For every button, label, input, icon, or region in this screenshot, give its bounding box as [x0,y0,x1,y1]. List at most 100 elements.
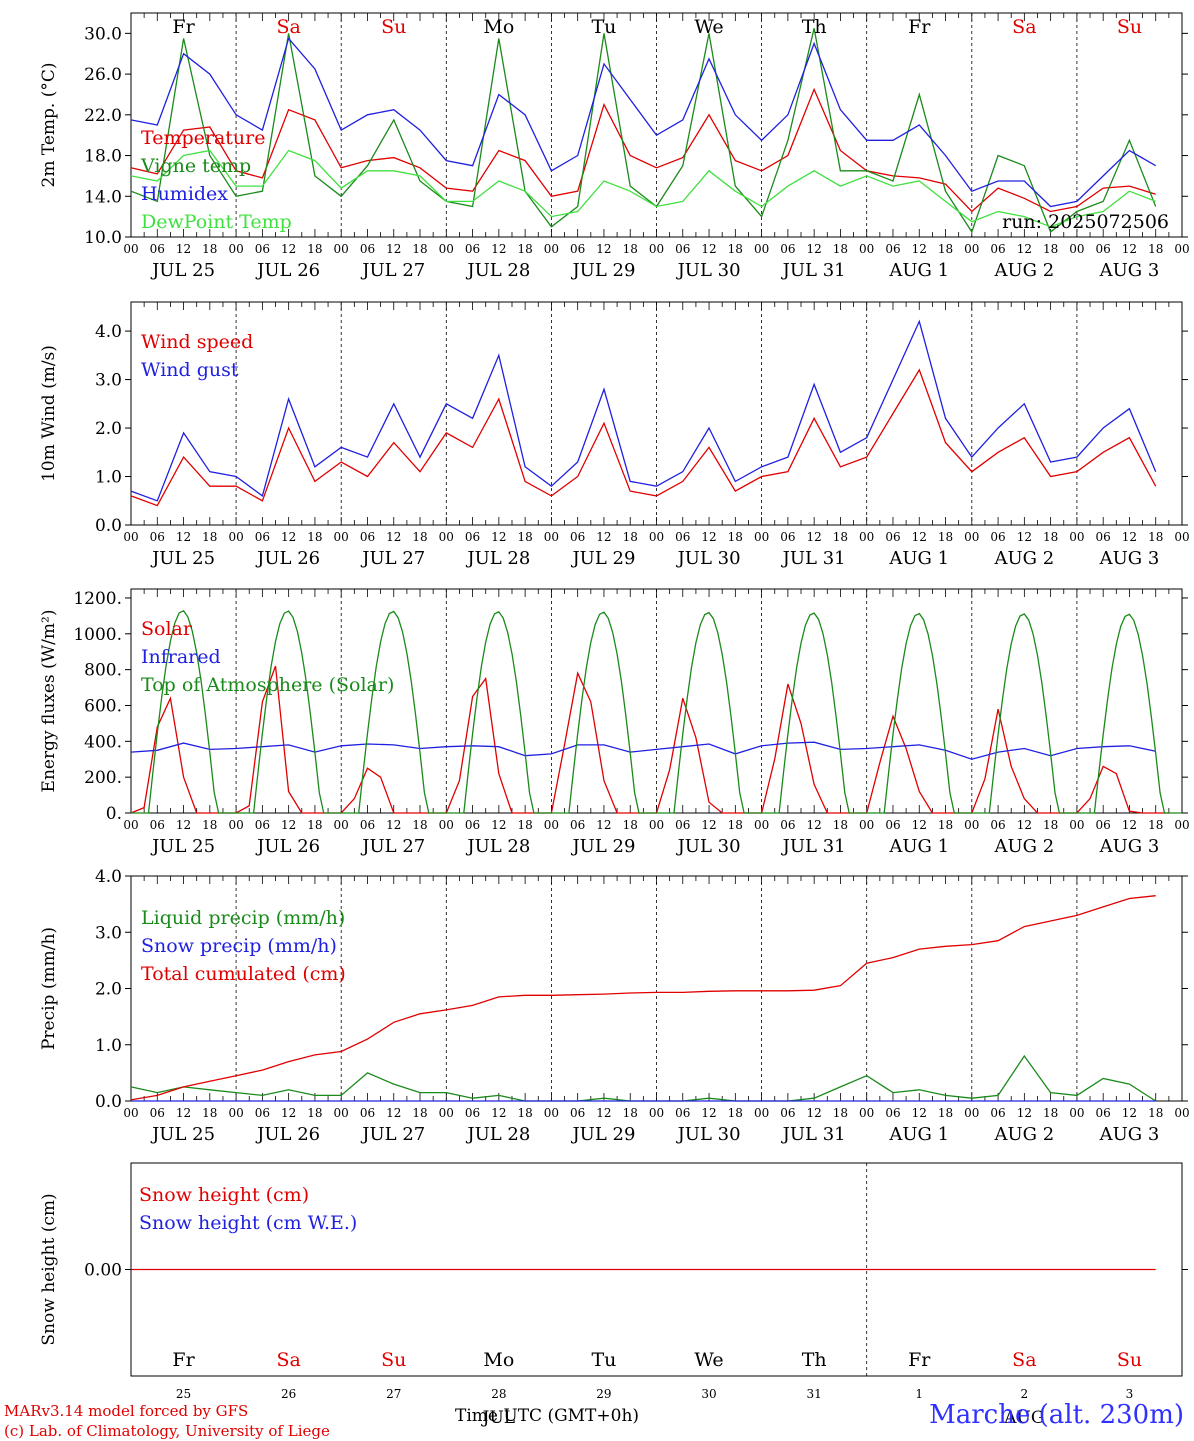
y-tick-label: 10.0 [84,228,122,248]
hour-tick-label: 12 [1122,1106,1137,1120]
hour-tick-label: 18 [728,1106,743,1120]
hour-tick-label: 12 [1017,530,1032,544]
hour-tick-label: 06 [570,1106,585,1120]
hour-tick-label: 18 [833,1106,848,1120]
hour-tick-label: 18 [833,242,848,256]
hour-tick-label: 12 [1122,818,1137,832]
hour-tick-label: 06 [885,242,900,256]
run-label: run: 2025072506 [1002,211,1169,233]
legend-entry: Humidex [141,183,228,205]
legend-entry: Top of Atmosphere (Solar) [141,674,394,696]
day-number: 28 [491,1387,506,1401]
hour-tick-label: 18 [412,1106,427,1120]
hour-tick-label: 06 [570,242,585,256]
hour-tick-label: 12 [701,818,716,832]
series-line-wind-gust [130,319,1157,502]
legend-entry: Snow height (cm) [139,1184,309,1206]
panel-frame [130,588,1183,814]
hour-tick-label: 06 [780,1106,795,1120]
hour-tick-label: 00 [964,818,979,832]
hour-tick-label: 12 [491,530,506,544]
hour-tick-label: 12 [491,1106,506,1120]
date-label: JUL 26 [255,260,320,281]
credit-line-2: (c) Lab. of Climatology, University of L… [4,1422,330,1440]
date-label: JUL 26 [255,836,320,857]
hour-tick-label: 06 [255,242,270,256]
hour-tick-label: 06 [885,1106,900,1120]
date-label: AUG 2 [993,1124,1054,1145]
hour-tick-label: 12 [701,242,716,256]
hour-tick-label: 18 [412,818,427,832]
hour-tick-label: 12 [912,1106,927,1120]
y-tick-label: 1.0 [95,1036,122,1056]
hour-tick-label: 06 [885,818,900,832]
hour-tick-label: 12 [281,818,296,832]
date-label: JUL 31 [781,836,846,857]
date-label: JUL 28 [465,260,530,281]
hour-tick-label: 18 [517,242,532,256]
y-tick-label: 4.0 [95,322,122,342]
legend-entry: Temperature [141,127,265,149]
hour-tick-label: 18 [938,242,953,256]
hour-tick-label: 18 [938,1106,953,1120]
day-number: 26 [281,1387,296,1401]
hour-tick-label: 06 [255,1106,270,1120]
weekday-label: Tu [591,1349,616,1371]
hour-tick-label: 06 [675,818,690,832]
y-tick-label: 0.00 [84,1261,122,1281]
hour-tick-label: 12 [912,530,927,544]
hour-tick-label: 12 [386,818,401,832]
hour-tick-label: 18 [307,530,322,544]
day-number: 30 [701,1387,716,1401]
legend-entry: Snow height (cm W.E.) [139,1212,357,1234]
hour-tick-label: 06 [150,530,165,544]
y-tick-label: 400. [84,732,122,752]
hour-tick-label: 00 [334,242,349,256]
hour-tick-label: 12 [807,818,822,832]
weekday-label: Fr [172,16,195,38]
hour-tick-label: 18 [202,818,217,832]
date-label: AUG 2 [993,836,1054,857]
hour-tick-label: 12 [701,1106,716,1120]
y-tick-label: 26.0 [84,65,122,85]
hour-tick-label: 00 [1069,1106,1084,1120]
hour-tick-label: 06 [1096,1106,1111,1120]
hour-tick-label: 12 [176,530,191,544]
hour-tick-label: 00 [1174,530,1189,544]
hour-tick-label: 00 [754,242,769,256]
hour-tick-label: 18 [728,818,743,832]
hour-tick-label: 12 [596,530,611,544]
date-label: AUG 2 [993,260,1054,281]
weekday-label: We [694,16,723,38]
hour-tick-label: 12 [912,818,927,832]
hour-tick-label: 12 [807,242,822,256]
hour-tick-label: 06 [465,818,480,832]
hour-tick-label: 12 [386,1106,401,1120]
hour-tick-label: 06 [675,530,690,544]
hour-tick-label: 18 [1148,818,1163,832]
date-label: JUL 27 [360,836,425,857]
hour-tick-label: 06 [990,818,1005,832]
legend-entry: Infrared [141,646,221,668]
hour-tick-label: 00 [439,242,454,256]
hour-tick-label: 00 [859,530,874,544]
weekday-label: Su [1117,16,1142,38]
y-tick-label: 0.0 [95,1092,122,1112]
date-label: AUG 1 [888,548,949,569]
series-line-humidex [130,37,1157,208]
weekday-label: Fr [908,1349,931,1371]
panel-precip: 00 06 12 18 00 06 12 18 00 06 12 18 00 06 12 18 00 06 12 18… [39,867,1190,1145]
date-label: AUG 3 [1099,836,1160,857]
hour-tick-label: 00 [439,530,454,544]
y-axis-label: Snow height (cm) [39,1193,59,1345]
weekday-label: Mo [483,1349,514,1371]
hour-tick-label: 18 [202,530,217,544]
date-label: AUG 1 [888,1124,949,1145]
series-line-temperature [130,87,1156,213]
hour-tick-label: 00 [334,818,349,832]
hour-tick-label: 12 [176,1106,191,1120]
hour-tick-label: 00 [859,1106,874,1120]
hour-tick-label: 12 [596,242,611,256]
credit-line-1: MARv3.14 model forced by GFS [4,1402,249,1420]
